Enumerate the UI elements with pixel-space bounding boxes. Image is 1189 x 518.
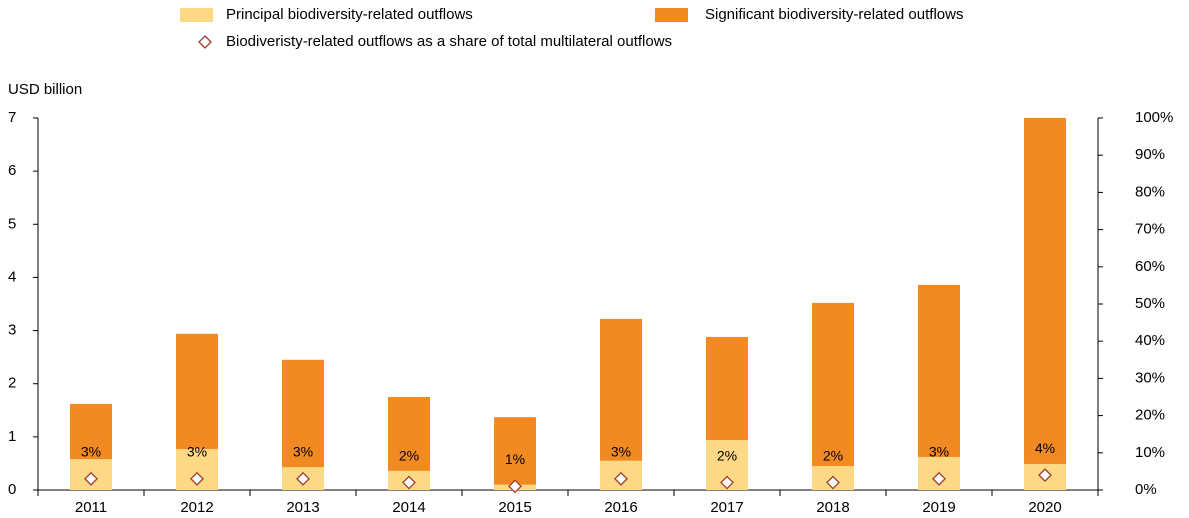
y-tick-label: 7 [8,109,16,126]
bar-segment [812,302,854,467]
y-tick-label: 5 [8,215,16,232]
bar-segment [1024,118,1066,464]
data-label: 2% [717,447,737,463]
legend-label: Significant biodiversity-related outflow… [705,6,963,23]
share-marker [84,471,98,486]
data-label: 3% [611,444,631,460]
share-marker [932,471,946,486]
x-tick-label: 2019 [922,499,955,516]
x-tick-label: 2015 [498,499,531,516]
share-marker [614,471,628,486]
bar-segment [70,403,112,460]
y-tick-label: 3 [8,322,16,339]
y2-tick-label: 90% [1135,146,1165,163]
data-label: 2% [399,447,419,463]
x-tick-label: 2011 [75,499,107,516]
bar-segment [918,284,960,458]
y2-tick-label: 80% [1135,183,1165,200]
share-marker [190,471,204,486]
y-tick-label: 4 [8,268,16,285]
y2-tick-label: 30% [1135,369,1165,386]
y-tick-label: 0 [8,481,16,498]
share-marker [720,475,734,490]
y-tick-label: 6 [8,162,16,179]
share-marker [1038,468,1052,483]
bar-segment [706,336,748,441]
data-label: 1% [505,451,525,467]
share-marker [508,479,522,494]
data-label: 2% [823,447,843,463]
bar-segment [282,359,324,468]
x-tick-label: 2017 [710,499,743,516]
y2-tick-label: 20% [1135,407,1165,424]
data-label: 3% [187,444,207,460]
legend-label: Biodiveristy-related outflows as a share… [226,33,672,50]
x-tick-label: 2014 [392,499,425,516]
bar-segment [176,333,218,450]
x-tick-label: 2013 [286,499,319,516]
y2-tick-label: 40% [1135,332,1165,349]
bar-segment [600,318,642,461]
y2-tick-label: 60% [1135,258,1165,275]
share-marker [402,475,416,490]
y-tick-label: 1 [8,428,16,445]
y2-tick-label: 100% [1135,109,1173,126]
legend-swatch [180,8,213,22]
y-tick-label: 2 [8,375,16,392]
data-label: 3% [929,444,949,460]
share-marker [826,475,840,490]
legend-swatch [655,8,688,22]
legend-label: Principal biodiversity-related outflows [226,6,473,23]
x-tick-label: 2020 [1028,499,1061,516]
x-tick-label: 2016 [604,499,637,516]
data-label: 3% [293,444,313,460]
x-tick-label: 2012 [180,499,213,516]
y2-tick-label: 50% [1135,295,1165,312]
data-label: 3% [81,444,101,460]
bar-segment [494,417,536,485]
y2-tick-label: 70% [1135,221,1165,238]
y2-tick-label: 0% [1135,481,1157,498]
share-marker [296,471,310,486]
x-tick-label: 2018 [816,499,849,516]
y-axis-label: USD billion [8,81,82,98]
data-label: 4% [1035,440,1055,456]
bar-segment [388,397,430,471]
y2-tick-label: 10% [1135,444,1165,461]
legend-marker [198,35,212,49]
